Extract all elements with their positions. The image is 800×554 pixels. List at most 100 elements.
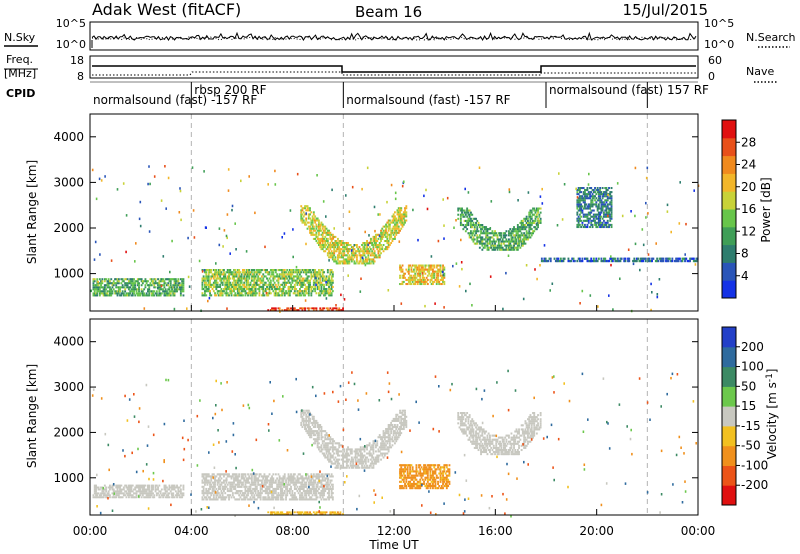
range-cell: [300, 492, 303, 495]
range-cell: [220, 288, 223, 291]
range-cell: [475, 221, 477, 224]
range-cell: [394, 223, 396, 226]
range-cell: [225, 290, 228, 293]
range-cell: [516, 246, 519, 249]
range-cell: [452, 264, 454, 268]
range-cell: [267, 498, 270, 501]
range-cell: [102, 292, 105, 295]
range-cell: [559, 259, 562, 263]
range-cell: [316, 436, 319, 439]
range-cell: [253, 271, 256, 274]
range-cell: [373, 252, 376, 255]
range-cell: [300, 211, 303, 214]
range-cell: [601, 193, 604, 196]
range-cell: [286, 277, 289, 280]
range-cell: [316, 477, 319, 480]
range-cell: [666, 203, 669, 207]
range-cell: [133, 492, 135, 495]
range-cell: [510, 240, 513, 243]
range-cell: [312, 281, 315, 284]
range-cell: [234, 271, 237, 274]
range-cell: [391, 221, 394, 224]
range-cell: [318, 225, 320, 228]
range-cell: [255, 283, 258, 286]
range-cell: [325, 290, 328, 293]
range-cell: [255, 273, 258, 276]
range-cell: [280, 494, 282, 497]
range-cell: [478, 224, 481, 227]
range-cell: [174, 278, 177, 281]
range-cell: [238, 290, 241, 293]
range-cell: [379, 213, 381, 216]
range-cell: [254, 292, 257, 295]
range-cell: [269, 483, 272, 486]
range-cell: [311, 494, 314, 497]
range-cell: [340, 309, 343, 312]
range-cell: [499, 232, 501, 235]
range-cell: [210, 271, 213, 274]
range-cell: [344, 246, 347, 249]
range-cell: [586, 205, 589, 208]
range-cell: [318, 227, 320, 230]
range-cell: [375, 246, 377, 249]
range-cell: [214, 279, 216, 282]
range-cell: [302, 479, 305, 482]
range-cell: [395, 217, 398, 220]
range-cell: [326, 271, 329, 274]
range-cell: [351, 185, 354, 189]
range-cell: [325, 432, 328, 435]
range-cell: [577, 205, 580, 208]
range-cell: [580, 197, 583, 200]
range-cell: [128, 282, 130, 285]
range-cell: [245, 479, 248, 482]
range-cell: [576, 226, 579, 229]
range-cell: [309, 225, 311, 228]
range-cell: [219, 485, 222, 488]
range-cell: [419, 270, 422, 273]
range-cell: [257, 492, 260, 495]
range-cell: [373, 260, 376, 263]
range-cell: [651, 259, 653, 263]
range-cell: [305, 288, 308, 291]
range-cell: [594, 219, 596, 222]
range-cell: [202, 481, 205, 484]
range-cell: [324, 294, 327, 297]
range-cell: [577, 221, 580, 224]
range-cell: [304, 494, 306, 497]
range-cell: [437, 270, 439, 273]
range-cell: [248, 477, 251, 480]
range-cell: [111, 488, 114, 491]
range-cell: [309, 487, 311, 490]
range-cell: [139, 278, 142, 281]
range-cell: [305, 217, 308, 220]
range-cell: [337, 262, 339, 265]
range-cell: [534, 228, 537, 231]
range-cell: [143, 486, 146, 489]
range-cell: [93, 486, 96, 489]
range-cell: [219, 271, 222, 274]
range-cell: [386, 235, 389, 238]
range-cell: [311, 219, 314, 222]
range-cell: [372, 235, 375, 238]
range-cell: [281, 492, 284, 495]
range-cell: [515, 240, 518, 243]
range-cell: [248, 277, 251, 280]
range-cell: [301, 279, 304, 282]
range-cell: [255, 281, 257, 285]
range-cell: [442, 278, 444, 281]
range-cell: [311, 417, 314, 420]
range-cell: [248, 292, 251, 295]
range-cell: [318, 294, 320, 297]
range-cell: [340, 240, 343, 243]
range-cell: [129, 286, 132, 289]
range-cell: [92, 284, 95, 287]
range-cell: [476, 238, 479, 241]
range-cell: [576, 213, 579, 216]
range-cell: [304, 299, 307, 302]
range-cell: [253, 281, 256, 284]
range-cell: [272, 269, 275, 272]
range-cell: [430, 266, 433, 269]
range-cell: [470, 213, 472, 216]
range-cell: [125, 282, 128, 285]
range-cell: [356, 244, 358, 247]
